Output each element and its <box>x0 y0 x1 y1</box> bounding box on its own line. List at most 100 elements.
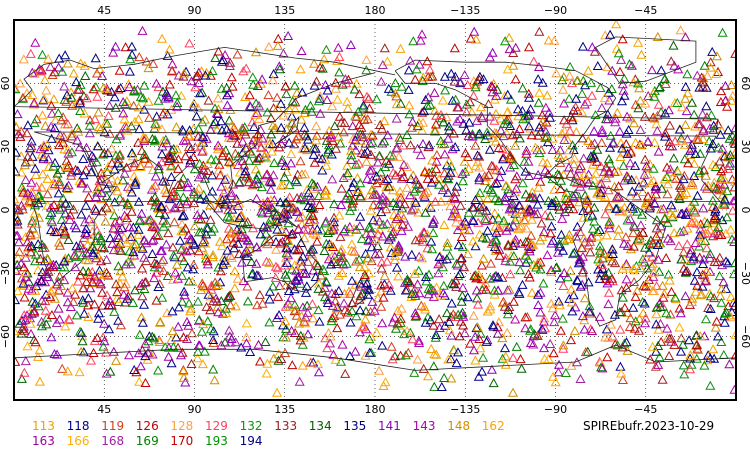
observation-marker <box>651 231 662 241</box>
observation-marker <box>64 200 75 210</box>
observation-marker <box>675 226 686 237</box>
observation-marker <box>393 271 404 281</box>
observation-marker <box>247 180 258 190</box>
observation-marker <box>66 170 77 180</box>
observation-marker <box>716 336 727 346</box>
observation-marker <box>456 296 467 306</box>
observation-marker <box>52 168 63 178</box>
observation-marker <box>168 189 179 199</box>
observation-marker <box>125 54 136 64</box>
observation-marker <box>173 321 184 331</box>
observation-marker <box>119 168 130 178</box>
observation-marker <box>449 43 460 53</box>
observation-marker <box>604 249 615 259</box>
observation-marker <box>662 217 673 227</box>
observation-marker <box>537 116 548 126</box>
observation-marker <box>296 191 307 201</box>
observation-marker <box>621 261 632 271</box>
observation-marker <box>93 313 104 323</box>
observation-marker <box>165 161 176 171</box>
observation-marker <box>380 162 391 172</box>
observation-marker <box>472 322 483 332</box>
observation-marker <box>289 139 300 149</box>
observation-marker <box>588 149 599 159</box>
observation-marker <box>173 302 184 312</box>
observation-marker <box>130 239 141 249</box>
observation-marker <box>529 209 540 219</box>
legend-entry: 135 <box>343 419 366 433</box>
observation-marker <box>573 170 585 180</box>
observation-marker <box>344 193 355 204</box>
observation-marker <box>365 223 376 233</box>
observation-marker <box>391 99 402 109</box>
observation-marker <box>59 256 70 266</box>
observation-marker <box>437 184 448 195</box>
observation-marker <box>56 214 67 224</box>
observation-marker <box>729 182 736 192</box>
observation-marker <box>616 285 627 295</box>
observation-marker <box>41 289 52 299</box>
observation-marker <box>528 240 539 250</box>
observation-marker <box>662 189 673 199</box>
observation-marker <box>140 338 151 348</box>
observation-marker <box>53 285 64 295</box>
observation-marker <box>330 288 341 298</box>
observation-marker <box>156 256 167 266</box>
observation-marker <box>661 308 672 318</box>
observation-marker <box>683 158 694 168</box>
observation-marker <box>373 200 385 210</box>
observation-marker <box>291 265 302 275</box>
observation-marker <box>422 243 433 253</box>
observation-marker <box>20 248 31 258</box>
observation-marker <box>25 48 36 58</box>
observation-marker <box>459 262 470 272</box>
observation-marker <box>274 142 285 152</box>
observation-marker <box>289 203 300 213</box>
observation-marker <box>669 227 680 238</box>
observation-marker <box>59 226 70 236</box>
legend-entry: 134 <box>309 419 332 433</box>
observation-marker <box>674 303 685 313</box>
observation-marker <box>27 223 38 233</box>
observation-marker <box>260 336 271 346</box>
observation-marker <box>505 256 516 266</box>
observation-marker <box>14 246 25 256</box>
observation-marker <box>371 189 382 199</box>
observation-marker <box>539 323 551 333</box>
observation-marker <box>138 93 149 103</box>
observation-marker <box>291 310 302 320</box>
observation-marker <box>471 34 482 44</box>
observation-marker <box>660 128 671 138</box>
observation-marker <box>213 307 224 317</box>
observation-marker <box>87 216 98 226</box>
observation-marker <box>248 79 259 89</box>
observation-marker <box>201 301 212 311</box>
observation-marker <box>30 256 41 266</box>
observation-marker <box>517 208 528 218</box>
legend-entry: 141 <box>378 419 401 433</box>
observation-marker <box>265 195 276 205</box>
observation-marker <box>543 35 554 45</box>
observation-marker <box>564 229 575 239</box>
legend-entry: 162 <box>482 419 505 433</box>
observation-marker <box>188 264 199 274</box>
observation-marker <box>630 160 641 170</box>
observation-marker <box>521 148 532 158</box>
observation-marker <box>14 215 23 225</box>
observation-marker <box>559 115 570 125</box>
observation-marker <box>579 324 590 334</box>
observation-marker <box>474 333 485 343</box>
coastline <box>595 36 697 84</box>
observation-marker <box>489 208 500 218</box>
observation-marker <box>102 166 113 176</box>
observation-marker <box>296 261 307 271</box>
observation-marker <box>302 329 314 339</box>
observation-marker <box>673 191 684 201</box>
observation-marker <box>502 309 513 319</box>
observation-marker <box>723 125 734 135</box>
observation-marker <box>417 138 429 148</box>
observation-marker <box>423 283 434 293</box>
observation-marker <box>242 296 254 306</box>
observation-marker <box>261 170 272 180</box>
observation-marker <box>707 46 718 56</box>
